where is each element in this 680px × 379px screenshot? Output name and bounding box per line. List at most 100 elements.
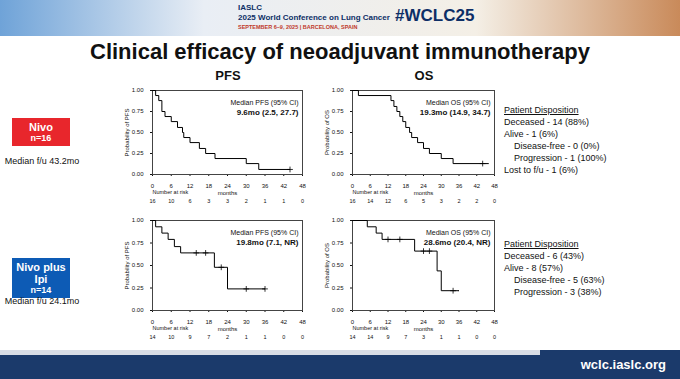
svg-text:30: 30 xyxy=(243,319,250,325)
svg-text:0.25: 0.25 xyxy=(132,150,144,156)
svg-text:1: 1 xyxy=(263,198,266,204)
svg-text:1: 1 xyxy=(245,334,248,340)
svg-text:19.3mo (14.9, 34.7): 19.3mo (14.9, 34.7) xyxy=(420,108,491,117)
svg-text:Probability of OS: Probability of OS xyxy=(324,110,330,155)
svg-text:0.50: 0.50 xyxy=(132,129,144,135)
svg-text:Number at risk: Number at risk xyxy=(353,189,389,195)
svg-text:3: 3 xyxy=(422,334,425,340)
svg-text:1.00: 1.00 xyxy=(332,217,344,223)
svg-text:2: 2 xyxy=(226,334,229,340)
svg-text:Number at risk: Number at risk xyxy=(353,325,389,331)
svg-text:30: 30 xyxy=(243,183,250,189)
svg-text:1: 1 xyxy=(282,198,285,204)
svg-text:Number at risk: Number at risk xyxy=(153,189,189,195)
svg-text:48: 48 xyxy=(299,183,306,189)
svg-text:0: 0 xyxy=(493,198,496,204)
svg-text:months: months xyxy=(218,190,238,196)
svg-text:18: 18 xyxy=(205,183,212,189)
svg-text:Probability of PFS: Probability of PFS xyxy=(124,108,130,156)
svg-text:14: 14 xyxy=(367,334,373,340)
svg-text:14: 14 xyxy=(367,198,373,204)
svg-text:14: 14 xyxy=(149,334,155,340)
svg-text:36: 36 xyxy=(262,183,269,189)
svg-text:5: 5 xyxy=(422,198,425,204)
svg-text:3: 3 xyxy=(207,198,210,204)
svg-text:0: 0 xyxy=(282,334,285,340)
svg-text:0.25: 0.25 xyxy=(332,150,344,156)
svg-text:30: 30 xyxy=(438,319,445,325)
svg-text:3: 3 xyxy=(440,198,443,204)
svg-text:10: 10 xyxy=(168,334,174,340)
svg-text:Median OS (95% CI): Median OS (95% CI) xyxy=(426,99,491,107)
svg-text:Probability of OS: Probability of OS xyxy=(324,243,330,288)
svg-text:36: 36 xyxy=(456,183,463,189)
svg-text:24: 24 xyxy=(224,319,231,325)
svg-text:Median PFS (95% CI): Median PFS (95% CI) xyxy=(230,229,298,237)
svg-text:18: 18 xyxy=(402,183,409,189)
svg-text:3: 3 xyxy=(226,198,229,204)
svg-text:19.8mo (7.1, NR): 19.8mo (7.1, NR) xyxy=(236,238,299,247)
svg-text:1: 1 xyxy=(457,334,460,340)
svg-text:months: months xyxy=(218,326,238,332)
svg-text:months: months xyxy=(414,190,434,196)
svg-text:18: 18 xyxy=(402,319,409,325)
svg-text:2: 2 xyxy=(475,198,478,204)
svg-text:Number at risk: Number at risk xyxy=(153,325,189,331)
svg-text:1.00: 1.00 xyxy=(332,87,344,93)
svg-text:1: 1 xyxy=(263,334,266,340)
svg-text:10: 10 xyxy=(168,198,174,204)
svg-text:36: 36 xyxy=(456,319,463,325)
svg-text:1.00: 1.00 xyxy=(132,87,144,93)
svg-text:0.50: 0.50 xyxy=(332,262,344,268)
svg-text:0.75: 0.75 xyxy=(132,240,144,246)
svg-text:9: 9 xyxy=(188,334,191,340)
svg-text:0.00: 0.00 xyxy=(332,307,344,313)
svg-text:0.75: 0.75 xyxy=(332,108,344,114)
svg-text:30: 30 xyxy=(438,183,445,189)
svg-text:1.00: 1.00 xyxy=(132,217,144,223)
svg-text:42: 42 xyxy=(473,319,480,325)
svg-text:48: 48 xyxy=(299,319,306,325)
svg-text:42: 42 xyxy=(473,183,480,189)
svg-text:9.6mo (2.5, 27.7): 9.6mo (2.5, 27.7) xyxy=(237,108,299,117)
svg-text:14: 14 xyxy=(349,334,355,340)
svg-text:0.00: 0.00 xyxy=(132,171,144,177)
svg-text:42: 42 xyxy=(280,319,287,325)
svg-text:2: 2 xyxy=(457,198,460,204)
svg-text:0.00: 0.00 xyxy=(132,307,144,313)
svg-text:6: 6 xyxy=(404,198,407,204)
svg-text:0: 0 xyxy=(301,334,304,340)
svg-text:2: 2 xyxy=(245,198,248,204)
svg-text:1: 1 xyxy=(440,334,443,340)
svg-text:18: 18 xyxy=(205,319,212,325)
svg-text:0: 0 xyxy=(493,334,496,340)
svg-text:24: 24 xyxy=(420,183,427,189)
svg-text:12: 12 xyxy=(385,198,391,204)
svg-text:0: 0 xyxy=(301,198,304,204)
svg-text:9: 9 xyxy=(386,334,389,340)
svg-text:0.50: 0.50 xyxy=(332,129,344,135)
svg-text:months: months xyxy=(414,326,434,332)
svg-text:24: 24 xyxy=(224,183,231,189)
svg-text:6: 6 xyxy=(188,198,191,204)
svg-text:0.50: 0.50 xyxy=(132,262,144,268)
svg-text:0.75: 0.75 xyxy=(132,108,144,114)
svg-text:48: 48 xyxy=(491,183,498,189)
svg-text:Median OS (95% CI): Median OS (95% CI) xyxy=(426,229,491,237)
svg-text:0.00: 0.00 xyxy=(332,171,344,177)
svg-text:Probability of PFS: Probability of PFS xyxy=(124,241,130,289)
svg-text:16: 16 xyxy=(349,198,355,204)
svg-text:0.25: 0.25 xyxy=(132,285,144,291)
svg-text:24: 24 xyxy=(420,319,427,325)
svg-text:36: 36 xyxy=(262,319,269,325)
svg-text:16: 16 xyxy=(149,198,155,204)
svg-text:0.25: 0.25 xyxy=(332,285,344,291)
svg-text:0: 0 xyxy=(475,334,478,340)
svg-text:7: 7 xyxy=(207,334,210,340)
svg-text:28.6mo (20.4, NR): 28.6mo (20.4, NR) xyxy=(424,238,491,247)
svg-text:48: 48 xyxy=(491,319,498,325)
svg-text:7: 7 xyxy=(404,334,407,340)
svg-text:0.75: 0.75 xyxy=(332,240,344,246)
svg-text:42: 42 xyxy=(280,183,287,189)
svg-text:Median PFS (95% CI): Median PFS (95% CI) xyxy=(230,99,298,107)
